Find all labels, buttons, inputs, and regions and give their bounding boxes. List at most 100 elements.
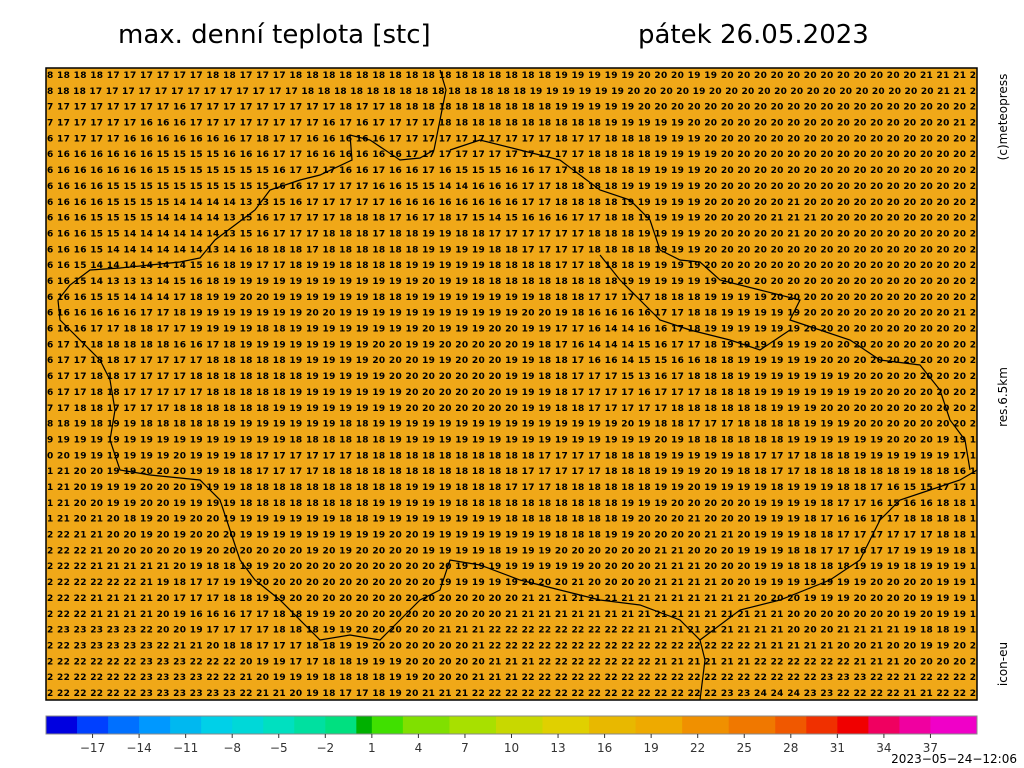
grid-row: 7 17 17 17 17 17 16 16 16 17 17 17 17 17… — [47, 119, 976, 129]
resolution: res.6.5km — [996, 367, 1010, 427]
colorbar-tick-label: −8 — [223, 741, 241, 755]
colorbar-cell — [139, 716, 171, 734]
colorbar-cell — [868, 716, 900, 734]
grid-row: 6 17 17 17 17 16 16 16 16 16 16 16 17 18… — [47, 134, 976, 144]
colorbar-cell — [402, 716, 450, 734]
grid-row: 6 17 17 18 18 18 18 18 16 16 17 18 19 19… — [47, 340, 976, 350]
grid-row: 2 22 22 22 22 22 23 23 23 23 22 22 21 20… — [47, 673, 976, 683]
grid-row: 1 21 20 21 20 18 19 20 19 20 20 19 19 19… — [47, 515, 976, 525]
grid-row: 2 22 22 22 22 22 23 23 23 23 23 23 22 21… — [47, 689, 976, 699]
colorbar-tick-label: 28 — [783, 741, 798, 755]
colorbar-cell — [635, 716, 683, 734]
colorbar-tick-label: 19 — [644, 741, 659, 755]
colorbar-cell — [108, 716, 140, 734]
grid-row: 6 16 16 15 15 15 15 14 14 14 14 13 15 16… — [47, 214, 976, 224]
grid-row: 8 18 19 18 19 19 18 18 18 18 18 19 19 19… — [47, 420, 976, 430]
border-line — [57, 69, 706, 700]
colorbar-tick-label: −2 — [316, 741, 334, 755]
colorbar-cell — [201, 716, 233, 734]
colorbar-cell — [294, 716, 326, 734]
grid-row: 2 22 22 22 22 22 21 19 18 17 17 19 19 20… — [47, 578, 976, 588]
grid-row: 1 21 20 20 19 19 20 20 20 19 19 18 18 17… — [47, 467, 976, 477]
colorbar-tick-label: 4 — [415, 741, 423, 755]
colorbar-tick-label: −17 — [80, 741, 105, 755]
grid-row: 8 18 18 17 17 17 17 17 17 17 17 17 17 17… — [47, 87, 976, 97]
colorbar: −17 −14 −11 −8 −5 −2 1 4 7 10 13 16 19 22 25 28 31 34 37 — [45, 715, 978, 755]
grid-row: 6 16 16 17 17 18 18 17 17 19 19 19 19 18… — [47, 325, 976, 335]
colorbar-cell — [356, 716, 373, 734]
model-name: icon-eu — [996, 642, 1010, 686]
grid-row: 1 21 20 19 19 19 20 20 20 19 19 19 18 18… — [47, 483, 976, 493]
grid-row: 9 19 19 19 19 19 19 19 19 19 19 19 19 19… — [47, 435, 976, 445]
colorbar-cell — [930, 716, 978, 734]
border-line — [599, 254, 791, 351]
colorbar-cell — [682, 716, 730, 734]
colorbar-cell — [728, 716, 776, 734]
map-title: max. denní teplota [stc] — [118, 20, 431, 50]
credit: (c)meteopress — [996, 74, 1010, 161]
grid-row: 2 23 23 23 23 23 22 20 20 19 17 17 17 17… — [47, 626, 976, 636]
colorbar-tick-label: 7 — [461, 741, 469, 755]
forecast-date: pátek 26.05.2023 — [638, 20, 869, 50]
grid-row: 2 22 22 21 21 21 21 20 19 16 16 16 17 17… — [47, 610, 976, 620]
grid-row: 2 22 22 21 21 21 21 20 17 17 17 18 18 19… — [47, 594, 976, 604]
borders — [57, 69, 977, 700]
grid-row: 6 16 16 16 15 15 15 15 14 14 14 14 13 13… — [47, 198, 976, 208]
grid-row: 6 16 16 16 15 15 15 15 15 15 15 15 15 15… — [47, 182, 976, 192]
colorbar-tick-label: 37 — [923, 741, 938, 755]
colorbar-cell — [46, 716, 78, 734]
grid-row: 2 22 21 21 20 20 19 20 19 20 20 20 19 19… — [47, 531, 976, 541]
colorbar-cell — [899, 716, 931, 734]
grid-row: 2 22 22 22 22 22 23 23 23 22 22 22 20 19… — [47, 657, 976, 667]
grid-row: 6 17 17 18 18 17 17 17 17 18 18 18 18 18… — [47, 372, 976, 382]
colorbar-tick-label: 16 — [597, 741, 612, 755]
colorbar-cell — [775, 716, 807, 734]
grid-row: 7 17 17 17 17 17 17 17 16 17 17 17 17 17… — [47, 103, 976, 113]
grid-row: 6 17 17 18 18 17 17 17 17 17 18 18 18 18… — [47, 356, 976, 366]
colorbar-tick-label: 25 — [737, 741, 752, 755]
grid-row: 6 16 16 16 16 16 16 15 15 15 15 16 16 16… — [47, 150, 976, 160]
colorbar-cell — [232, 716, 264, 734]
timestamp: 2023−05−24−12:06 — [891, 752, 1017, 766]
colorbar-cell — [837, 716, 869, 734]
value-grid: 8 18 18 18 17 17 17 17 17 17 18 18 17 17… — [47, 71, 976, 699]
colorbar-cell — [589, 716, 637, 734]
grid-row: 7 17 18 18 17 17 17 17 18 18 18 18 18 18… — [47, 404, 976, 414]
colorbar-cell — [77, 716, 109, 734]
colorbar-cell — [449, 716, 497, 734]
colorbar-cell — [325, 716, 357, 734]
grid-row: 2 22 23 23 23 23 23 22 21 21 20 18 18 17… — [47, 641, 976, 651]
colorbar-tick-label: −11 — [173, 741, 198, 755]
grid-row: 6 16 16 15 14 14 14 14 14 14 13 14 16 18… — [47, 245, 976, 255]
colorbar-tick-label: 13 — [550, 741, 565, 755]
colorbar-tick-label: 22 — [690, 741, 705, 755]
grid-row: 2 22 22 21 21 21 21 21 20 19 18 18 19 19… — [47, 562, 976, 572]
grid-row: 6 16 16 15 15 14 14 14 14 14 14 13 15 16… — [47, 229, 976, 239]
colorbar-tick-label: 34 — [876, 741, 891, 755]
map-background — [46, 68, 977, 700]
colorbar-tick-label: 1 — [368, 741, 376, 755]
colorbar-tick-label: 31 — [830, 741, 845, 755]
colorbar-tick-label: −5 — [270, 741, 288, 755]
colorbar-cell — [495, 716, 544, 734]
colorbar-cell — [371, 716, 404, 734]
grid-row: 1 21 20 20 19 19 20 20 19 19 19 19 18 18… — [47, 499, 976, 509]
border-line — [449, 139, 971, 471]
border-line — [699, 469, 977, 641]
grid-row: 6 17 17 18 18 17 17 17 17 17 18 18 18 18… — [47, 388, 976, 398]
grid-row: 6 16 15 14 13 13 13 14 15 16 18 19 19 19… — [47, 277, 976, 287]
colorbar-cell — [170, 716, 202, 734]
map-frame — [45, 67, 978, 701]
grid-row: 6 16 16 16 16 16 17 17 18 19 19 19 19 19… — [47, 309, 976, 319]
colorbar-cell — [263, 716, 295, 734]
grid-row: 6 16 16 15 15 14 14 14 17 18 19 19 20 20… — [47, 293, 976, 303]
grid-row: 6 16 15 14 14 14 14 14 14 15 16 18 19 17… — [47, 261, 976, 271]
colorbar-cell — [806, 716, 838, 734]
colorbar-tick-label: 10 — [504, 741, 519, 755]
colorbar-tick-label: −14 — [126, 741, 151, 755]
grid-row: 2 22 22 21 20 20 20 20 20 19 20 20 20 20… — [47, 546, 976, 556]
grid-row: 0 20 19 19 19 19 19 19 20 19 19 19 18 17… — [47, 451, 976, 461]
grid-row: 8 18 18 18 17 17 17 17 17 17 18 18 17 17… — [47, 71, 976, 81]
grid-row: 6 16 16 16 16 16 16 15 15 15 15 15 15 15… — [47, 166, 976, 176]
colorbar-cell — [542, 716, 590, 734]
